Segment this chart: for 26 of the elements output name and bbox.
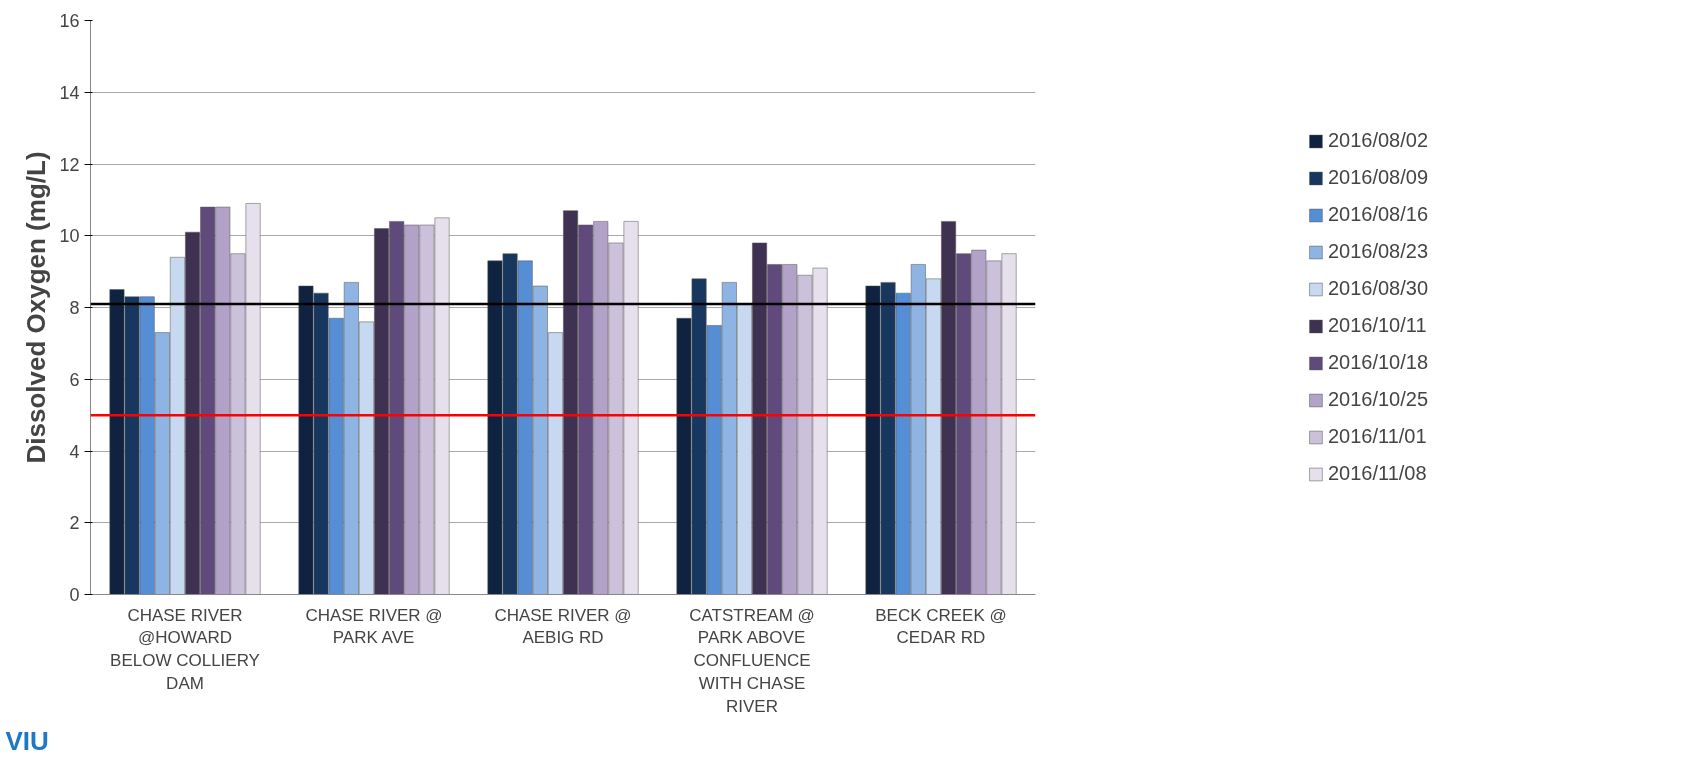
y-tick-label: 14 xyxy=(59,82,80,103)
y-tick-label: 0 xyxy=(69,585,80,605)
legend-label: 2016/11/08 xyxy=(1327,462,1427,485)
legend-label: 2016/10/25 xyxy=(1327,388,1429,411)
text: VIU xyxy=(5,725,49,756)
legend-label: 2016/10/11 xyxy=(1327,314,1427,337)
y-axis-title: Dissolved Oxygen (mg/L) xyxy=(21,151,52,464)
x-tick-label: CATSTREAM @ PARK ABOVE CONFLUENCE WITH CHASE RIVER xyxy=(689,605,815,716)
y-tick-label: 2 xyxy=(69,513,80,534)
y-tick-label: 8 xyxy=(69,298,80,318)
legend-label: 2016/08/09 xyxy=(1327,166,1429,189)
y-tick-label: 16 xyxy=(59,11,80,31)
legend-label: 2016/10/18 xyxy=(1327,351,1429,374)
legend-label: 2016/08/30 xyxy=(1327,277,1429,300)
legend-label: 2016/08/02 xyxy=(1327,129,1429,152)
legend-label: 2016/11/01 xyxy=(1327,425,1427,448)
legend-label: 2016/08/23 xyxy=(1327,240,1429,263)
y-tick-label: 4 xyxy=(69,441,80,462)
x-tick-label: CHASE RIVER @ PARK AVE xyxy=(305,605,443,648)
legend-label: 2016/08/16 xyxy=(1327,203,1429,226)
x-tick-label: CHASE RIVER @HOWARD BELOW COLLIERY DAM xyxy=(110,605,260,693)
y-tick-label: 10 xyxy=(59,226,80,247)
x-tick-label: BECK CREEK @ CEDAR RD xyxy=(875,605,1007,648)
x-tick-label: CHASE RIVER @ AEBIG RD xyxy=(494,605,632,648)
y-tick-label: 6 xyxy=(69,369,80,390)
y-tick-label: 12 xyxy=(59,154,80,175)
